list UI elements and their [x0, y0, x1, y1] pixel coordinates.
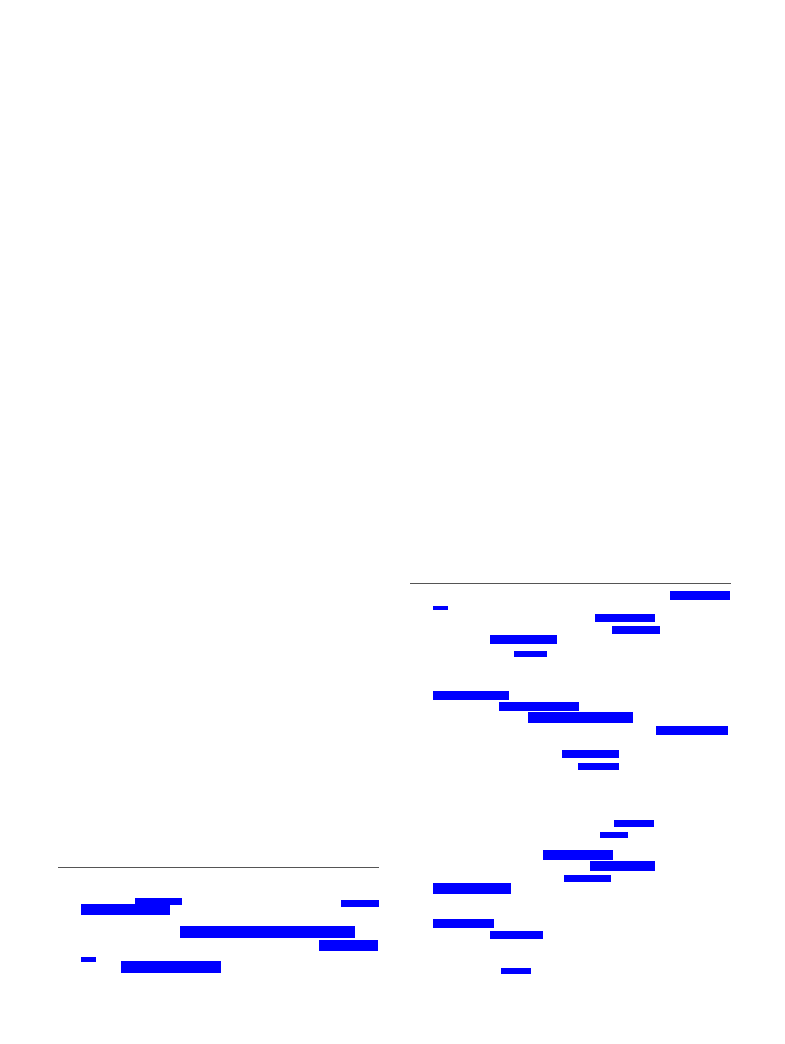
link-block[interactable] — [670, 591, 730, 600]
link-block[interactable] — [562, 750, 619, 758]
link-block[interactable] — [590, 861, 655, 871]
link-block[interactable] — [490, 931, 543, 939]
link-block[interactable] — [501, 968, 531, 974]
link-block[interactable] — [341, 900, 379, 907]
link-block[interactable] — [135, 898, 182, 905]
link-block[interactable] — [499, 702, 579, 711]
link-block[interactable] — [543, 850, 613, 860]
link-block[interactable] — [656, 726, 728, 735]
link-block[interactable] — [81, 957, 96, 962]
link-block[interactable] — [612, 626, 660, 634]
link-block[interactable] — [81, 904, 170, 915]
link-block[interactable] — [564, 875, 611, 882]
link-block[interactable] — [595, 614, 655, 622]
link-block[interactable] — [433, 919, 494, 928]
link-block[interactable] — [528, 712, 633, 723]
link-block[interactable] — [433, 606, 448, 610]
link-block[interactable] — [614, 820, 654, 827]
link-block[interactable] — [490, 635, 557, 644]
link-block[interactable] — [578, 763, 619, 770]
link-block[interactable] — [433, 883, 511, 894]
link-block[interactable] — [514, 651, 547, 657]
link-block[interactable] — [433, 691, 509, 700]
link-block[interactable] — [121, 961, 221, 973]
link-block[interactable] — [600, 832, 628, 838]
link-block[interactable] — [319, 940, 378, 951]
link-block[interactable] — [180, 926, 355, 938]
